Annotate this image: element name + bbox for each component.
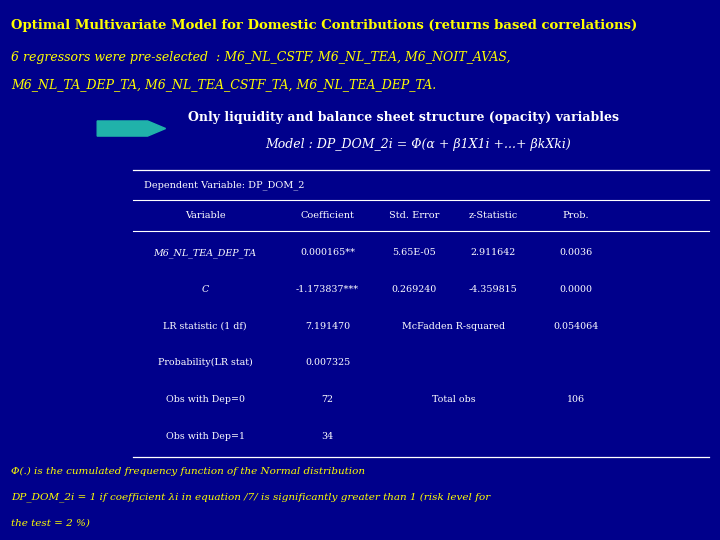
Text: Std. Error: Std. Error: [389, 212, 439, 220]
Text: LR statistic (1 df): LR statistic (1 df): [163, 322, 247, 330]
Text: McFadden R-squared: McFadden R-squared: [402, 322, 505, 330]
Text: 0.000165**: 0.000165**: [300, 248, 355, 257]
Text: Model : DP_DOM_2i = Φ(α + β1X1i +...+ βkXki): Model : DP_DOM_2i = Φ(α + β1X1i +...+ βk…: [265, 138, 570, 151]
Text: Only liquidity and balance sheet structure (opacity) variables: Only liquidity and balance sheet structu…: [188, 111, 618, 124]
Text: 5.65E-05: 5.65E-05: [392, 248, 436, 257]
Text: -4.359815: -4.359815: [469, 285, 518, 294]
Text: Optimal Multivariate Model for Domestic Contributions (returns based correlation: Optimal Multivariate Model for Domestic …: [11, 19, 637, 32]
Text: 6 regressors were pre-selected  : M6_NL_CSTF, M6_NL_TEA, M6_NOIT_AVAS,: 6 regressors were pre-selected : M6_NL_C…: [11, 51, 510, 64]
Text: 2.911642: 2.911642: [471, 248, 516, 257]
Text: Probability(LR stat): Probability(LR stat): [158, 359, 253, 367]
Text: 72: 72: [322, 395, 333, 404]
Text: DP_DOM_2i = 1 if coefficient λi in equation /7/ is significantly greater than 1 : DP_DOM_2i = 1 if coefficient λi in equat…: [11, 492, 490, 502]
Text: the test = 2 %): the test = 2 %): [11, 518, 90, 528]
Text: Coefficient: Coefficient: [301, 212, 354, 220]
Text: 0.0036: 0.0036: [559, 248, 593, 257]
Text: z-Statistic: z-Statistic: [469, 212, 518, 220]
Text: Total obs: Total obs: [432, 395, 475, 404]
Text: 0.007325: 0.007325: [305, 359, 350, 367]
Text: 34: 34: [322, 432, 333, 441]
FancyArrow shape: [97, 121, 166, 136]
Text: Variable: Variable: [185, 212, 225, 220]
Text: Obs with Dep=1: Obs with Dep=1: [166, 432, 245, 441]
Text: M6_NL_TEA_DEP_TA: M6_NL_TEA_DEP_TA: [153, 248, 257, 258]
Text: 0.054064: 0.054064: [554, 322, 598, 330]
Text: 7.191470: 7.191470: [305, 322, 350, 330]
Text: 0.0000: 0.0000: [559, 285, 593, 294]
Text: M6_NL_TA_DEP_TA, M6_NL_TEA_CSTF_TA, M6_NL_TEA_DEP_TA.: M6_NL_TA_DEP_TA, M6_NL_TEA_CSTF_TA, M6_N…: [11, 78, 436, 91]
Text: Dependent Variable: DP_DOM_2: Dependent Variable: DP_DOM_2: [144, 180, 305, 190]
Text: Obs with Dep=0: Obs with Dep=0: [166, 395, 245, 404]
Text: Prob.: Prob.: [563, 212, 589, 220]
Text: Φ(.) is the cumulated frequency function of the Normal distribution: Φ(.) is the cumulated frequency function…: [11, 467, 365, 476]
Text: -1.173837***: -1.173837***: [296, 285, 359, 294]
Text: 0.269240: 0.269240: [392, 285, 436, 294]
Text: C: C: [202, 285, 209, 294]
Text: 106: 106: [567, 395, 585, 404]
